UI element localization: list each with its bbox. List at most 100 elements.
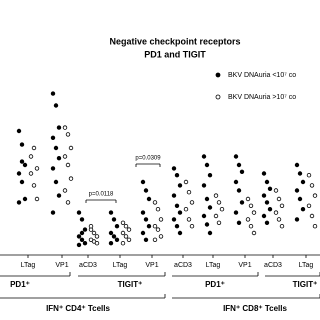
data-point: [183, 179, 189, 185]
data-point: [19, 179, 25, 185]
data-point: [204, 162, 210, 168]
data-point: [155, 206, 161, 212]
data-point: [123, 223, 129, 229]
data-point: [213, 193, 219, 198]
chart-title: Negative checkpoint receptors: [109, 36, 240, 46]
data-point: [264, 220, 270, 225]
data-point: [276, 217, 282, 222]
data-point: [251, 230, 257, 236]
chart-subtitle: PD1 and TIGIT: [144, 49, 206, 59]
data-point: [152, 200, 158, 205]
data-point: [28, 154, 34, 159]
legend-marker: [215, 72, 221, 78]
x-tick-label: aCD3: [174, 262, 192, 269]
data-point: [207, 205, 213, 210]
data-point: [114, 223, 120, 229]
data-point: [201, 183, 207, 188]
data-point: [108, 230, 114, 236]
legend-marker: [215, 94, 221, 100]
data-point: [264, 179, 270, 185]
x-tick-label: aCD3: [79, 262, 97, 269]
x-tick-label: LTag: [206, 262, 221, 269]
data-point: [65, 162, 71, 168]
data-point: [28, 171, 34, 176]
data-point: [174, 172, 180, 178]
legend-label: BKV DNAuria <10⁷ co: [228, 72, 296, 79]
data-point: [155, 227, 161, 232]
group-label: TIGIT⁺: [118, 280, 143, 289]
data-point: [239, 200, 245, 205]
data-point: [114, 237, 120, 242]
data-point: [207, 172, 213, 178]
group-label: PD1⁺: [205, 280, 225, 289]
data-point: [294, 162, 300, 168]
data-point: [186, 189, 192, 195]
data-point: [152, 223, 158, 229]
data-point: [236, 220, 242, 225]
data-point: [177, 230, 183, 236]
data-point: [146, 196, 152, 202]
data-point: [31, 183, 37, 188]
data-point: [267, 206, 273, 212]
data-point: [219, 206, 225, 212]
data-point: [204, 222, 210, 227]
data-point: [279, 223, 285, 229]
x-tick-label: LTag: [299, 262, 314, 269]
data-point: [158, 234, 164, 239]
data-point: [94, 234, 100, 239]
data-point: [233, 210, 239, 215]
data-point: [79, 230, 85, 236]
data-point: [146, 223, 152, 229]
data-point: [82, 240, 88, 246]
data-point: [158, 217, 164, 222]
data-point: [140, 230, 146, 236]
data-point: [143, 188, 149, 193]
data-point: [279, 203, 285, 208]
data-point: [233, 154, 239, 159]
data-point: [306, 172, 312, 178]
data-point: [174, 203, 180, 208]
data-point: [16, 171, 22, 176]
cell-group-label: IFN⁺ CD8⁺ Tcells: [223, 304, 287, 313]
data-point: [62, 154, 68, 159]
data-point: [123, 234, 129, 239]
data-point: [294, 188, 300, 193]
data-point: [82, 227, 88, 232]
data-point: [53, 179, 59, 185]
x-tick-label: VP1: [145, 262, 158, 269]
data-point: [171, 217, 177, 222]
data-point: [216, 220, 222, 225]
data-point: [261, 171, 267, 176]
data-point: [233, 179, 239, 185]
data-point: [56, 155, 62, 161]
data-point: [56, 125, 62, 130]
data-point: [22, 196, 28, 202]
data-point: [201, 213, 207, 219]
data-point: [312, 193, 318, 198]
data-point: [62, 125, 68, 130]
data-point: [171, 193, 177, 198]
data-point: [19, 159, 25, 164]
data-point: [248, 223, 254, 229]
data-point: [16, 200, 22, 205]
data-point: [140, 210, 146, 215]
data-point: [216, 200, 222, 205]
data-point: [309, 213, 315, 219]
data-point: [76, 242, 82, 248]
data-point: [111, 217, 117, 222]
data-point: [276, 196, 282, 202]
data-point: [94, 240, 100, 246]
data-point: [19, 142, 25, 147]
data-point: [120, 240, 126, 246]
data-point: [239, 169, 245, 174]
data-point: [76, 210, 82, 215]
data-point: [152, 237, 158, 242]
data-point: [186, 217, 192, 222]
x-tick-label: aCD3: [264, 262, 282, 269]
data-point: [267, 186, 273, 191]
data-point: [273, 210, 279, 215]
group-label: PD1⁺: [10, 280, 30, 289]
data-point: [245, 196, 251, 202]
data-point: [120, 230, 126, 236]
